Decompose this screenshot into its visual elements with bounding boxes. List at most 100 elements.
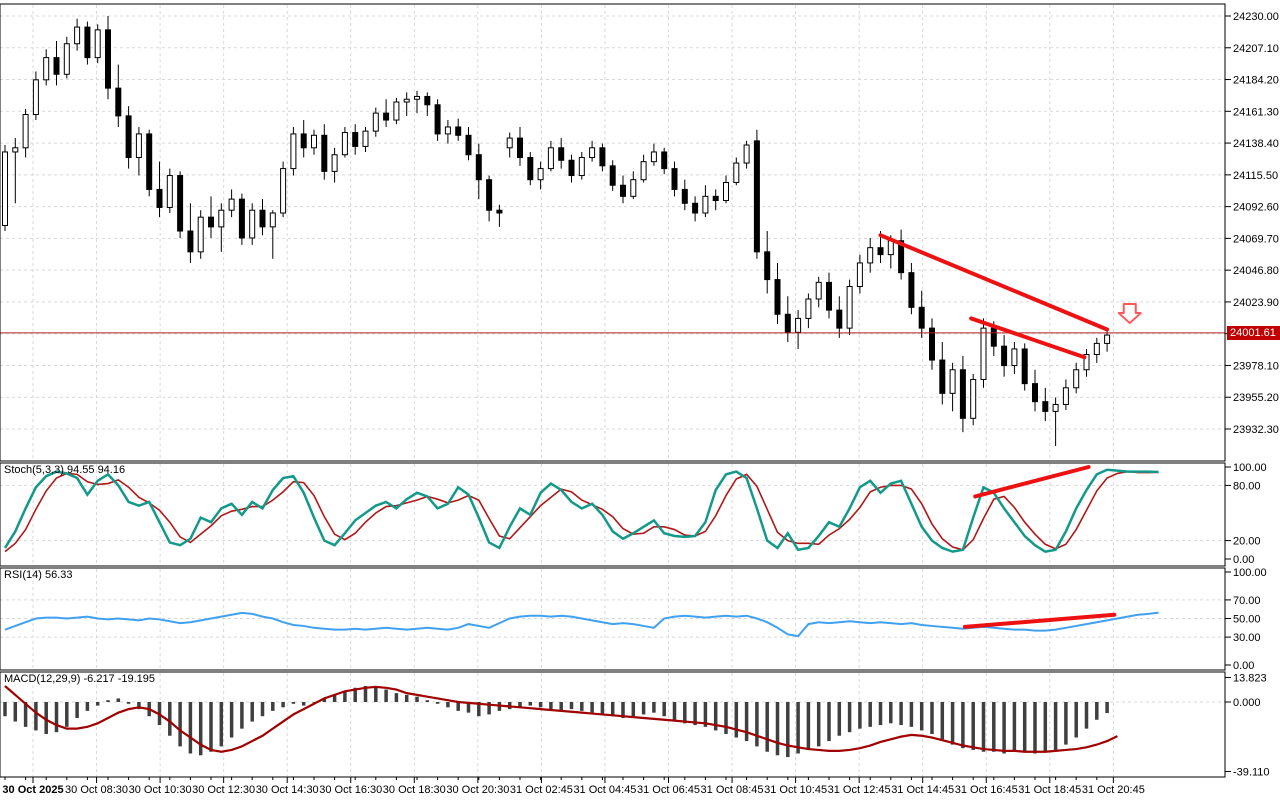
axis-tick-label: 24023.90 <box>1233 297 1279 309</box>
macd-histogram-bar <box>827 702 831 742</box>
macd-histogram-bar <box>899 702 903 726</box>
candle-body <box>177 175 184 232</box>
macd-histogram-bar <box>1064 702 1068 745</box>
rsi-trendline[interactable] <box>962 612 1117 629</box>
candle-body <box>321 134 328 172</box>
macd-histogram-bar <box>384 689 388 702</box>
macd-histogram-bar <box>580 702 584 711</box>
time-axis-label: 31 Oct 06:45 <box>637 784 700 796</box>
down-arrow-icon[interactable] <box>1117 303 1142 325</box>
axis-tick-label: 24184.20 <box>1233 75 1279 87</box>
candle-body <box>249 209 256 239</box>
macd-histogram-bar <box>981 702 986 752</box>
candle-body <box>980 327 987 380</box>
candle-body <box>1021 348 1028 385</box>
candle-body <box>146 133 153 190</box>
candle-body <box>805 298 812 319</box>
macd-histogram-bar <box>1033 702 1037 754</box>
candle-body <box>795 317 802 333</box>
candle-body <box>661 151 668 170</box>
candle-body <box>362 130 369 147</box>
candle-body <box>1042 401 1049 412</box>
candle-body <box>650 151 657 163</box>
macd-histogram-bar <box>477 702 481 717</box>
macd-histogram-bar <box>312 702 316 703</box>
candle-body <box>115 87 122 117</box>
macd-histogram-bar <box>724 702 728 734</box>
candle-body <box>620 184 626 197</box>
macd-histogram-bar <box>528 702 533 706</box>
macd-histogram-bar <box>940 702 945 740</box>
macd-histogram-bar <box>404 694 409 702</box>
time-axis-label: 31 Oct 02:45 <box>510 784 573 796</box>
macd-histogram-bar <box>837 702 842 736</box>
candle-body <box>712 195 719 202</box>
time-axis-label: 31 Oct 14:45 <box>891 784 954 796</box>
candle-body <box>135 133 142 159</box>
stochastic-trendline[interactable] <box>973 465 1091 499</box>
macd-histogram-bar <box>559 702 563 711</box>
candle-body <box>187 230 194 253</box>
axis-tick-label: 13.823 <box>1233 672 1267 684</box>
axis-tick-label: 100.00 <box>1233 462 1267 474</box>
candle-body <box>867 247 874 264</box>
candle-body <box>764 251 771 281</box>
candle-body <box>290 133 297 170</box>
macd-histogram-bar <box>662 702 666 717</box>
candle-body <box>929 327 935 361</box>
macd-histogram-bar <box>889 702 893 724</box>
candle-body <box>517 137 523 159</box>
macd-histogram-bar <box>260 702 265 717</box>
candle-body <box>300 133 307 149</box>
main-trendline[interactable] <box>878 233 1110 332</box>
macd-histogram-bar <box>116 698 121 702</box>
candle-body <box>918 306 925 329</box>
macd-histogram-bar <box>137 702 141 710</box>
axis-tick-label: 100.00 <box>1233 567 1267 579</box>
macd-histogram-bar <box>178 702 182 747</box>
axis-tick-label: 24161.30 <box>1233 106 1279 118</box>
stochastic-values: 94.55 94.16 <box>66 464 126 476</box>
stoch-k-line <box>3 468 1159 553</box>
axis-tick-label: 24046.80 <box>1233 265 1279 277</box>
axis-tick-label: 20.00 <box>1233 536 1261 548</box>
candle-body <box>723 181 729 202</box>
candle-body <box>733 162 740 183</box>
macd-label: MACD(12,29,9) -6.217 -19.195 <box>4 673 155 685</box>
candle-body <box>496 209 503 214</box>
candle-body <box>22 113 29 149</box>
macd-histogram-bar <box>672 702 677 720</box>
macd-histogram-bar <box>456 702 460 711</box>
macd-histogram-bar <box>1074 702 1078 738</box>
macd-histogram-bar <box>868 702 872 727</box>
macd-histogram-bar <box>332 694 337 702</box>
candle-body <box>383 112 390 121</box>
macd-histogram-bar <box>363 686 368 702</box>
candle-body <box>311 134 317 149</box>
axis-tick-label: 0.000 <box>1233 697 1261 709</box>
macd-signal-line <box>4 685 1118 753</box>
macd-histogram-bar <box>652 702 656 713</box>
stochastic-panel-border <box>0 462 1226 567</box>
macd-histogram-bar <box>796 702 800 754</box>
macd-histogram-bar <box>971 702 975 750</box>
candle-body <box>939 359 946 394</box>
candle-body <box>856 262 863 288</box>
macd-histogram-bar <box>683 702 687 724</box>
macd-histogram-bar <box>858 702 862 729</box>
time-axis-label: 30 Oct 20:30 <box>446 784 509 796</box>
time-axis-label: 30 Oct 2025 <box>2 784 63 796</box>
macd-histogram-bar <box>518 702 522 708</box>
candle-body <box>640 161 647 181</box>
candle-body <box>414 95 420 100</box>
macd-histogram-bar <box>590 702 594 713</box>
macd-title: MACD(12,29,9) <box>4 673 81 685</box>
main-trendline[interactable] <box>969 316 1087 360</box>
macd-histogram-bar <box>343 691 347 702</box>
macd-histogram-bar <box>610 702 615 717</box>
candle-body <box>84 26 91 59</box>
macd-histogram-bar <box>301 702 306 706</box>
macd-histogram-bar <box>374 687 378 702</box>
macd-histogram-bar <box>919 702 924 731</box>
